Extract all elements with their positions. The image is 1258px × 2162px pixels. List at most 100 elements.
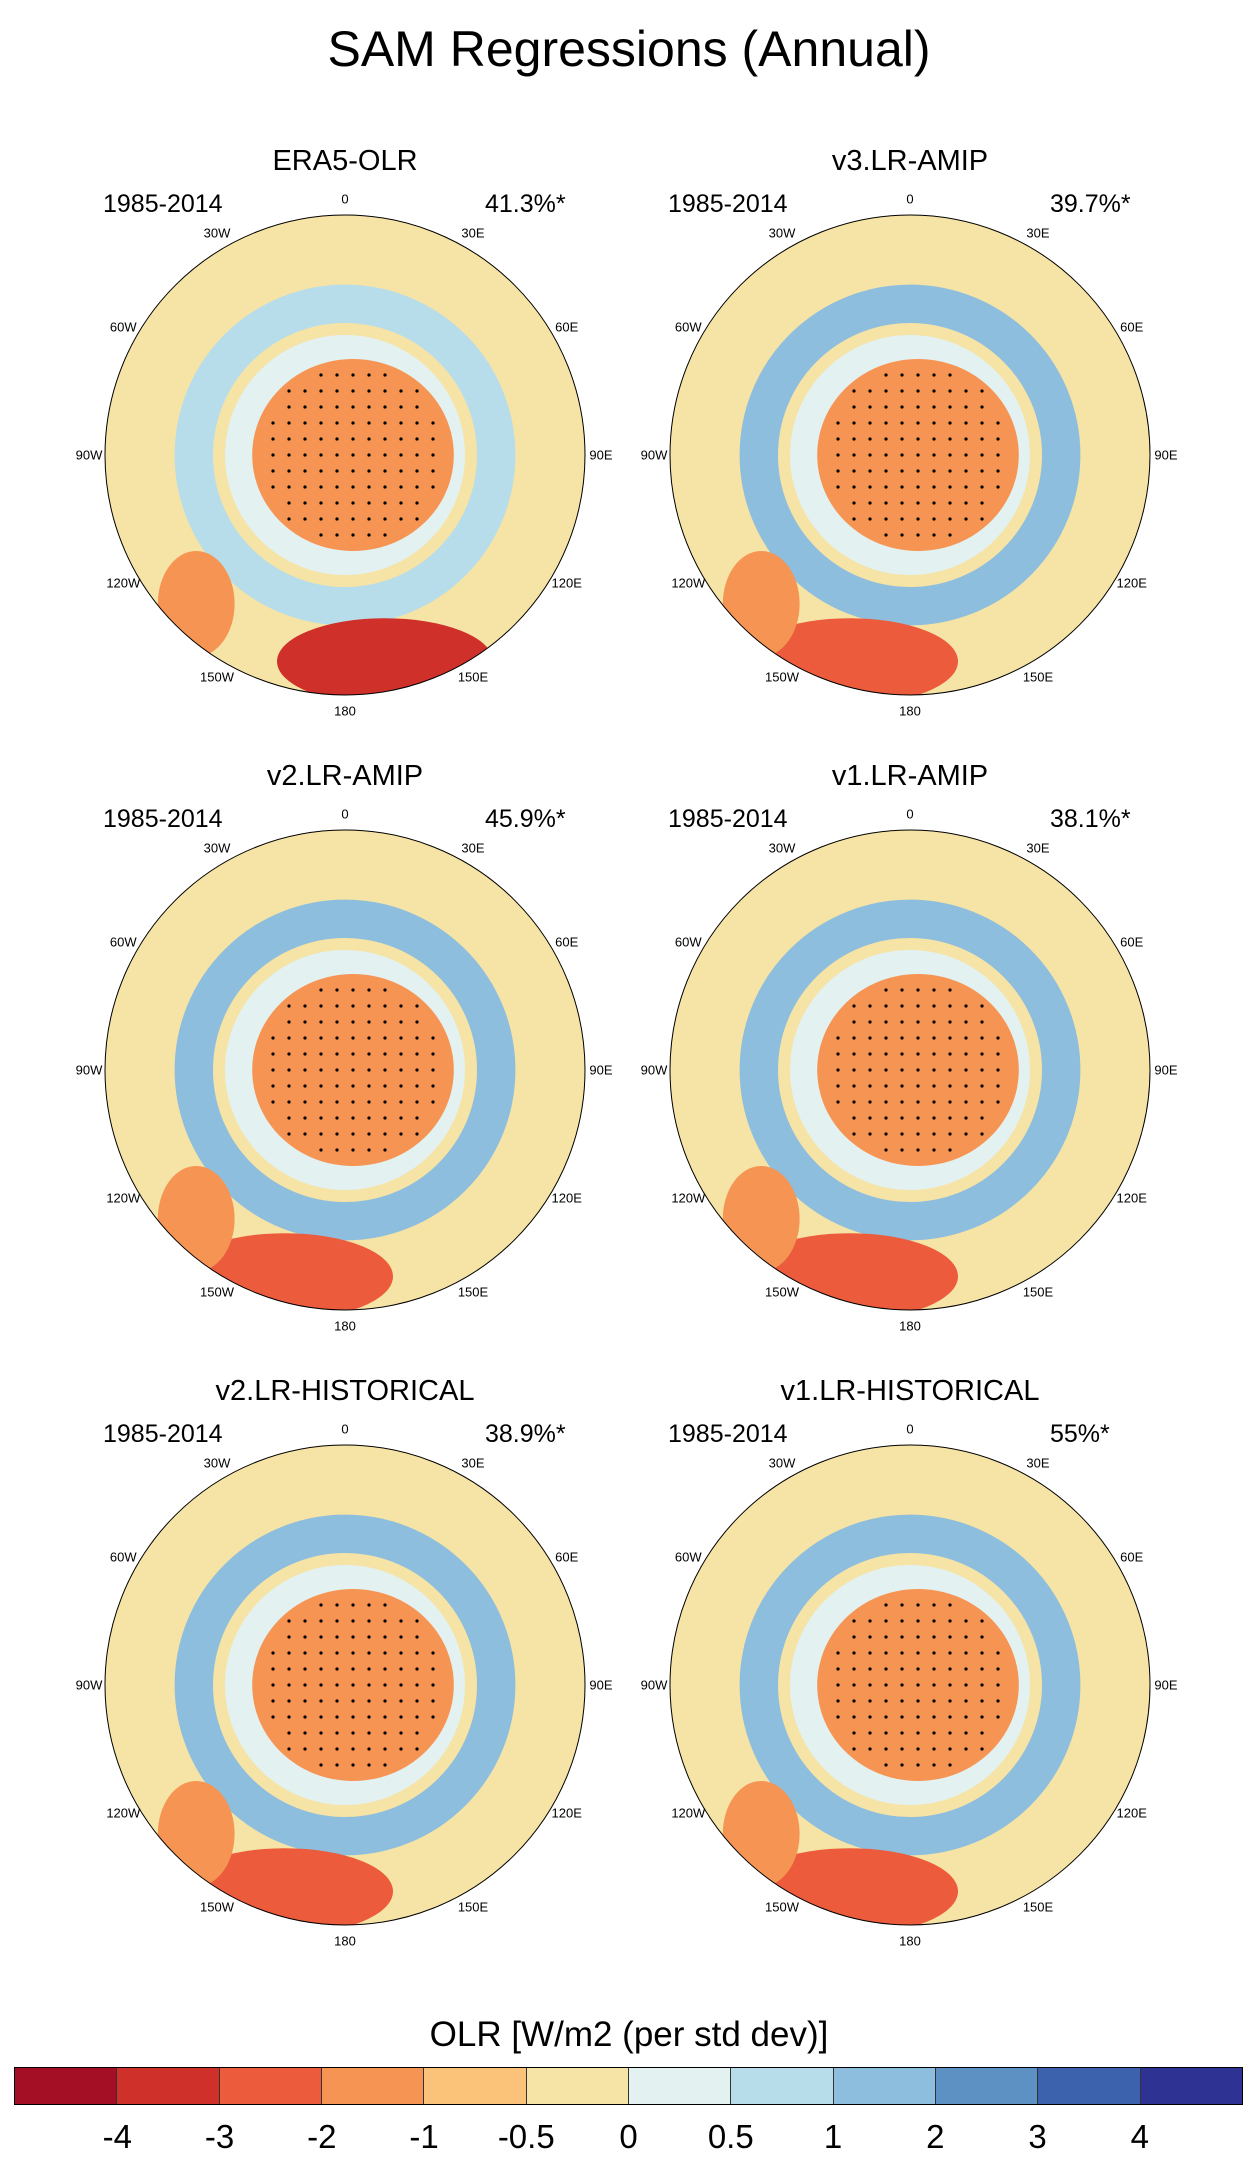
map-border <box>104 829 586 1311</box>
significance-stipple <box>335 485 339 489</box>
significance-stipple <box>932 469 936 473</box>
significance-stipple <box>852 453 856 457</box>
significance-stipple <box>964 501 968 505</box>
significance-stipple <box>367 988 371 992</box>
longitude-label: 150E <box>457 669 489 685</box>
significance-stipple <box>415 1068 419 1072</box>
significance-stipple <box>367 1020 371 1024</box>
longitude-label: 90W <box>640 1677 668 1693</box>
polar-map <box>104 214 586 696</box>
significance-stipple <box>932 1747 936 1751</box>
significance-stipple <box>868 1036 872 1040</box>
significance-stipple <box>351 1667 355 1671</box>
significance-stipple <box>868 469 872 473</box>
significance-stipple <box>415 1132 419 1136</box>
significance-stipple <box>996 469 1000 473</box>
significance-stipple <box>868 421 872 425</box>
significance-stipple <box>271 1699 275 1703</box>
significance-stipple <box>431 1100 435 1104</box>
significance-stipple <box>996 1036 1000 1040</box>
panel-title: v3.LR-AMIP <box>831 145 989 177</box>
significance-stipple <box>916 1635 920 1639</box>
significance-stipple <box>367 1747 371 1751</box>
midlatitude-anomaly <box>722 1781 800 1887</box>
significance-stipple <box>900 421 904 425</box>
significance-stipple <box>335 373 339 377</box>
significance-stipple <box>367 1667 371 1671</box>
significance-stipple <box>980 1651 984 1655</box>
significance-stipple <box>916 405 920 409</box>
significance-stipple <box>980 1731 984 1735</box>
significance-stipple <box>852 1651 856 1655</box>
significance-stipple <box>351 1116 355 1120</box>
significance-stipple <box>319 1619 323 1623</box>
significance-stipple <box>980 1036 984 1040</box>
significance-stipple <box>964 1020 968 1024</box>
significance-stipple <box>916 437 920 441</box>
significance-stipple <box>383 1763 387 1767</box>
longitude-label: 60W <box>109 319 137 335</box>
polar-map <box>669 829 1151 1311</box>
significance-stipple <box>287 421 291 425</box>
significance-stipple <box>868 1084 872 1088</box>
significance-stipple <box>964 1699 968 1703</box>
significance-stipple <box>399 1731 403 1735</box>
significance-stipple <box>996 485 1000 489</box>
significance-stipple <box>964 1619 968 1623</box>
significance-stipple <box>415 437 419 441</box>
midlatitude-anomaly <box>722 1166 800 1272</box>
significance-stipple <box>399 1683 403 1687</box>
significance-stipple <box>367 1004 371 1008</box>
significance-stipple <box>319 421 323 425</box>
significance-stipple <box>431 1036 435 1040</box>
significance-stipple <box>303 389 307 393</box>
significance-stipple <box>900 1603 904 1607</box>
significance-stipple <box>932 421 936 425</box>
significance-stipple <box>980 469 984 473</box>
positive-ring <box>739 284 1081 626</box>
polar-map <box>669 1444 1151 1926</box>
significance-stipple <box>287 1084 291 1088</box>
midlatitude-anomaly <box>722 551 800 657</box>
map-border <box>104 214 586 696</box>
significance-stipple <box>271 437 275 441</box>
significance-stipple <box>399 469 403 473</box>
significance-stipple <box>996 1699 1000 1703</box>
significance-stipple <box>319 1004 323 1008</box>
longitude-label: 0 <box>341 1421 349 1437</box>
significance-stipple <box>980 421 984 425</box>
significance-stipple <box>836 453 840 457</box>
significance-stipple <box>964 469 968 473</box>
significance-stipple <box>884 1036 888 1040</box>
significance-stipple <box>884 1020 888 1024</box>
significance-stipple <box>980 453 984 457</box>
longitude-label: 120E <box>551 575 582 591</box>
significance-stipple <box>287 1068 291 1072</box>
significance-stipple <box>980 389 984 393</box>
significance-stipple <box>900 1116 904 1120</box>
longitude-label: 180 <box>334 1318 356 1334</box>
colorbar-swatch <box>321 2068 425 2104</box>
significance-stipple <box>852 437 856 441</box>
significance-stipple <box>836 421 840 425</box>
longitude-label: 120W <box>106 575 141 591</box>
significance-stipple <box>900 405 904 409</box>
significance-stipple <box>319 988 323 992</box>
panel-period: 1985-2014 <box>103 805 223 833</box>
map-border <box>669 829 1151 1311</box>
significance-stipple <box>836 1667 840 1671</box>
significance-stipple <box>415 1052 419 1056</box>
significance-stipple <box>852 1635 856 1639</box>
significance-stipple <box>319 453 323 457</box>
significance-stipple <box>303 1715 307 1719</box>
significance-stipple <box>399 1667 403 1671</box>
significance-stipple <box>916 1068 920 1072</box>
significance-stipple <box>335 389 339 393</box>
polar-map <box>104 829 586 1311</box>
significance-stipple <box>996 1052 1000 1056</box>
significance-stipple <box>980 1068 984 1072</box>
significance-stipple <box>319 1084 323 1088</box>
significance-stipple <box>319 1020 323 1024</box>
colorbar-swatch <box>117 2068 220 2104</box>
significance-stipple <box>884 405 888 409</box>
